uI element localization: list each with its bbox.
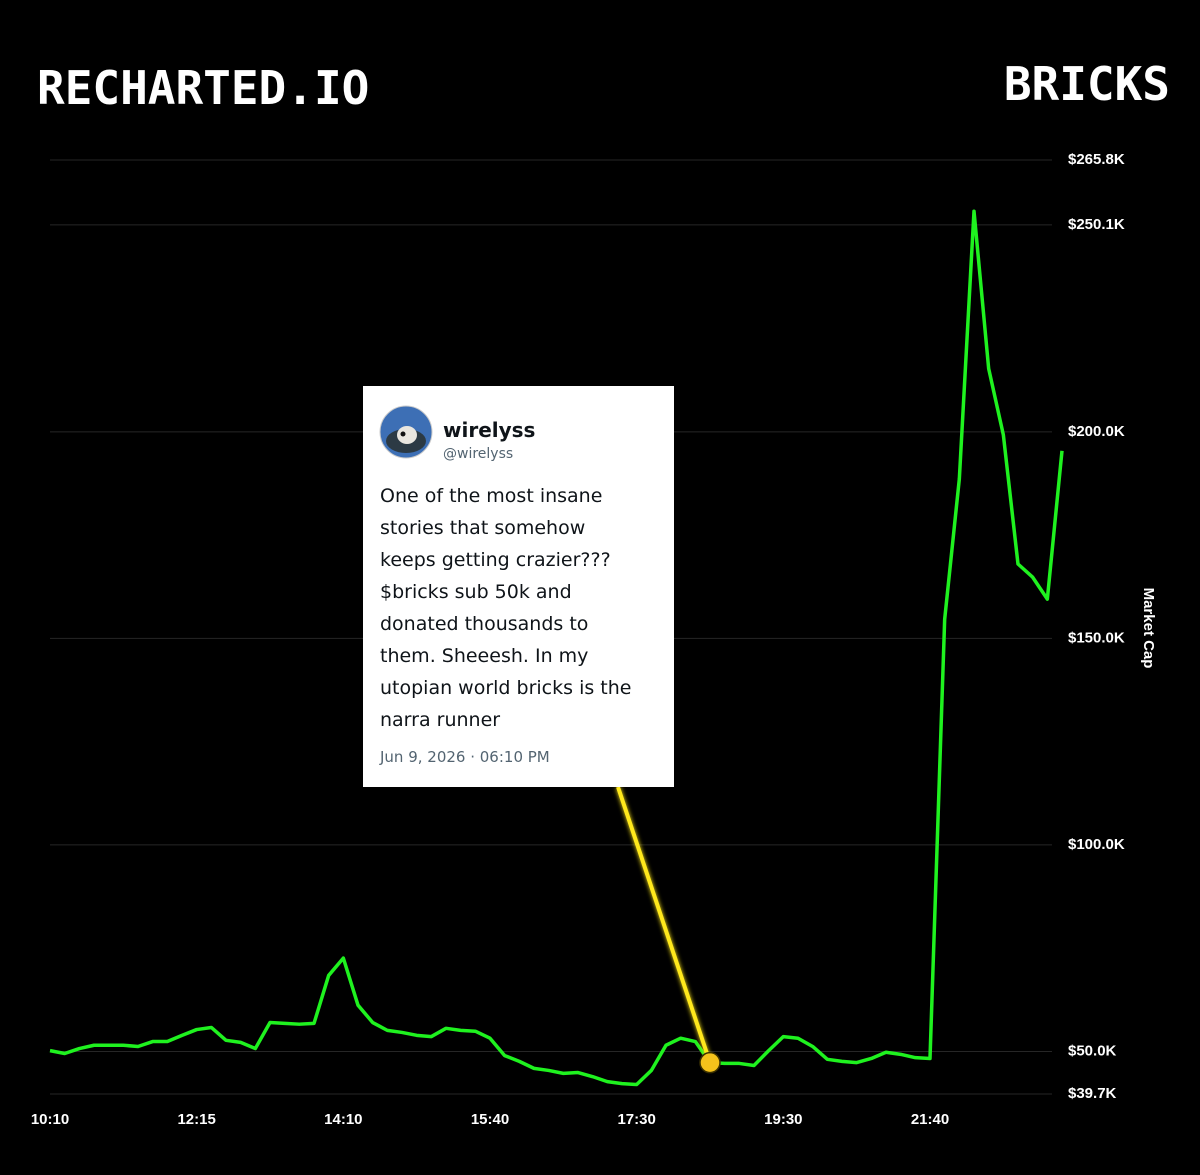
tweet-card: wirelyss @wirelyss One of the most insan…	[363, 386, 674, 787]
ticker: BRICKS	[1004, 57, 1170, 111]
tweet-name: wirelyss	[443, 418, 536, 442]
y-tick-label: $150.0K	[1068, 629, 1125, 646]
y-tick-label: $250.1K	[1068, 216, 1125, 233]
tweet-handle: @wirelyss	[443, 446, 514, 462]
y-tick-label: $39.7K	[1068, 1085, 1117, 1102]
avatar	[379, 405, 433, 459]
tweet-line: One of the most insane	[380, 485, 603, 507]
annotation-point	[699, 1051, 721, 1074]
tweet-line: narra runner	[380, 709, 501, 731]
x-tick-label: 19:30	[764, 1111, 802, 1128]
x-tick-label: 21:40	[911, 1111, 949, 1128]
y-tick-label: $200.0K	[1068, 423, 1125, 440]
tweet-line: donated thousands to	[380, 613, 589, 635]
annotation-connector	[616, 786, 712, 1064]
market-cap-line	[49, 209, 1064, 1087]
x-tick-label: 14:10	[324, 1111, 362, 1128]
x-tick-label: 17:30	[617, 1111, 655, 1128]
y-tick-label: $50.0K	[1068, 1042, 1117, 1059]
tweet-text: One of the most insane stories that someh…	[380, 480, 631, 736]
tweet-line: them. Sheeesh. In my	[380, 645, 589, 667]
x-tick-label: 10:10	[31, 1111, 69, 1128]
tweet-date: Jun 9, 2026 · 06:10 PM	[380, 748, 550, 766]
tweet-line: stories that somehow	[380, 517, 586, 539]
tweet-line: keeps getting crazier???	[380, 549, 611, 571]
tweet-line: $bricks sub 50k and	[380, 581, 572, 603]
y-tick-label: $100.0K	[1068, 836, 1125, 853]
tweet-line: utopian world bricks is the	[380, 677, 632, 699]
y-tick-label: $265.8K	[1068, 151, 1125, 168]
x-tick-label: 15:40	[471, 1111, 509, 1128]
x-tick-label: 12:15	[177, 1111, 215, 1128]
brand: RECHARTED.IO	[37, 61, 369, 115]
y-axis-label: Market Cap	[1140, 588, 1157, 669]
